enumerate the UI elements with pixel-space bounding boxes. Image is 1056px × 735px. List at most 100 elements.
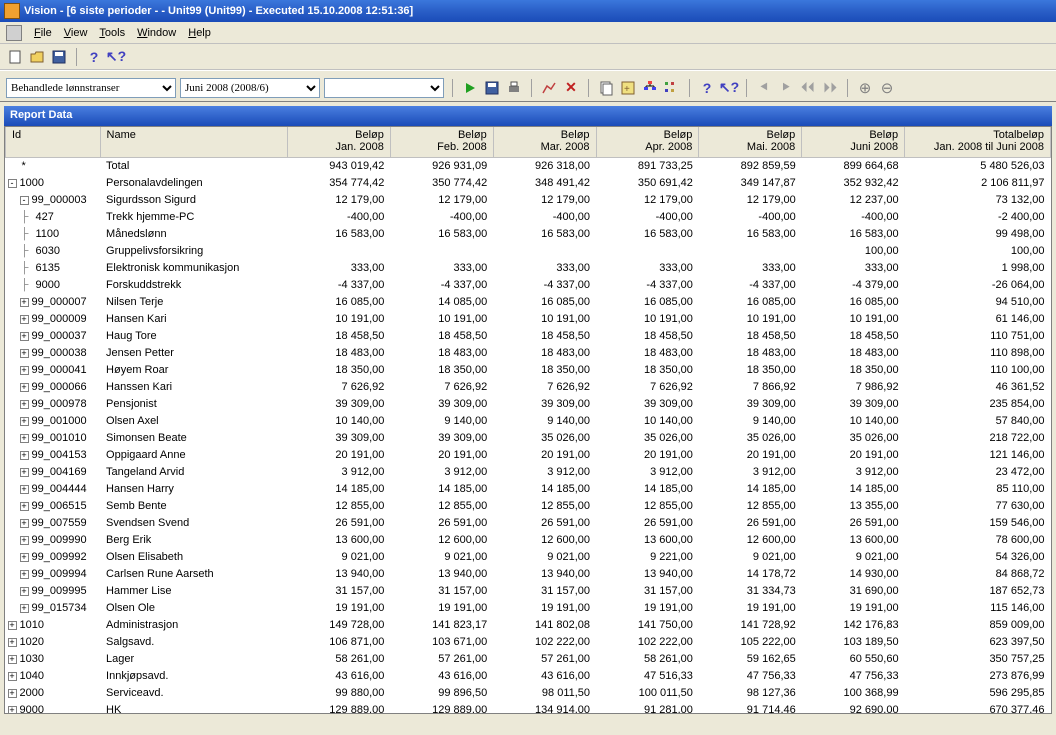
expand-icon[interactable]: + [8,638,17,647]
expand-icon[interactable]: - [8,179,17,188]
table-row[interactable]: +99_000978Pensjonist39 309,0039 309,0039… [6,395,1051,412]
table-row[interactable]: +99_000009Hansen Kari10 191,0010 191,001… [6,310,1051,327]
nav-last-icon[interactable]: ⏵⏵ [821,79,839,97]
table-row[interactable]: +99_001000Olsen Axel10 140,009 140,009 1… [6,412,1051,429]
expand-icon[interactable]: + [8,621,17,630]
table-row[interactable]: +99_004169Tangeland Arvid3 912,003 912,0… [6,463,1051,480]
table-row[interactable]: +1020Salgsavd.106 871,00103 671,00102 22… [6,633,1051,650]
expand-icon[interactable]: + [20,315,29,324]
table-row[interactable]: +99_015734Olsen Ole19 191,0019 191,0019 … [6,599,1051,616]
run-icon[interactable] [461,79,479,97]
table-row[interactable]: +1040Innkjøpsavd.43 616,0043 616,0043 61… [6,667,1051,684]
period-select[interactable]: Juni 2008 (2008/6) [180,78,320,98]
filter-select[interactable] [324,78,444,98]
copy-icon[interactable] [597,79,615,97]
col-mar[interactable]: BeløpMar. 2008 [493,127,596,157]
expand-icon[interactable]: + [8,655,17,664]
col-jun[interactable]: BeløpJuni 2008 [802,127,905,157]
col-jan[interactable]: BeløpJan. 2008 [288,127,391,157]
expand-icon[interactable]: + [20,451,29,460]
zoom-in-icon[interactable]: ⊕ [856,79,874,97]
table-row[interactable]: +9000HK129 889,00129 889,00134 914,0091 … [6,701,1051,714]
expand-icon[interactable]: + [20,349,29,358]
open-icon[interactable] [28,48,46,66]
table-row[interactable]: +2000Serviceavd.99 880,0099 896,5098 011… [6,684,1051,701]
table-row[interactable]: ├6030Gruppelivsforsikring100,00100,00 [6,242,1051,259]
expand-icon[interactable]: + [20,604,29,613]
col-id[interactable]: Id [6,127,101,157]
table-row[interactable]: ├427Trekk hjemme-PC-400,00-400,00-400,00… [6,208,1051,225]
expand-icon[interactable]: + [20,434,29,443]
table-row[interactable]: +99_009990Berg Erik13 600,0012 600,0012 … [6,531,1051,548]
hierarchy-icon[interactable] [641,79,659,97]
table-row[interactable]: -99_000003Sigurdsson Sigurd12 179,0012 1… [6,191,1051,208]
tree-icon[interactable] [663,79,681,97]
col-mai[interactable]: BeløpMai. 2008 [699,127,802,157]
table-row[interactable]: +1030Lager58 261,0057 261,0057 261,0058 … [6,650,1051,667]
save-icon[interactable] [50,48,68,66]
new-icon[interactable] [6,48,24,66]
expand-icon[interactable]: + [20,298,29,307]
menu-window[interactable]: Window [131,25,182,41]
expand-icon[interactable]: + [20,519,29,528]
expand-icon[interactable]: + [8,706,17,715]
table-row[interactable]: +99_009995Hammer Lise31 157,0031 157,003… [6,582,1051,599]
help-icon[interactable]: ? [85,48,103,66]
table-row[interactable]: ├6135Elektronisk kommunikasjon333,00333,… [6,259,1051,276]
context-help2-icon[interactable]: ↖? [720,79,738,97]
expand-icon[interactable]: + [20,570,29,579]
expand-icon[interactable]: + [20,417,29,426]
table-row[interactable]: +99_000066Hanssen Kari7 626,927 626,927 … [6,378,1051,395]
expand-icon[interactable]: + [20,485,29,494]
table-row[interactable]: +99_006515Semb Bente12 855,0012 855,0012… [6,497,1051,514]
menu-help[interactable]: Help [182,25,217,41]
table-row[interactable]: +99_000038Jensen Petter18 483,0018 483,0… [6,344,1051,361]
zoom-out-icon[interactable]: ⊖ [878,79,896,97]
table-row[interactable]: +99_007559Svendsen Svend26 591,0026 591,… [6,514,1051,531]
col-name[interactable]: Name [100,127,287,157]
table-row[interactable]: +99_000037Haug Tore18 458,5018 458,5018 … [6,327,1051,344]
table-row[interactable]: -1000Personalavdelingen354 774,42350 774… [6,174,1051,191]
table-row[interactable]: +99_000041Høyem Roar18 350,0018 350,0018… [6,361,1051,378]
report-grid[interactable]: Id Name BeløpJan. 2008 BeløpFeb. 2008 Be… [4,126,1052,714]
expand-icon[interactable]: + [20,536,29,545]
expand-icon[interactable]: + [20,383,29,392]
nav-prev-icon[interactable]: ⯈ [777,79,795,97]
expand-icon[interactable]: + [20,553,29,562]
table-row[interactable]: +99_000007Nilsen Terje16 085,0014 085,00… [6,293,1051,310]
col-apr[interactable]: BeløpApr. 2008 [596,127,699,157]
expand-icon[interactable]: + [20,468,29,477]
table-row[interactable]: +1010Administrasjon149 728,00141 823,171… [6,616,1051,633]
context-help-icon[interactable]: ↖? [107,48,125,66]
menu-view[interactable]: View [58,25,94,41]
table-row[interactable]: +99_004444Hansen Harry14 185,0014 185,00… [6,480,1051,497]
expand-icon[interactable]: + [20,502,29,511]
nav-next-icon[interactable]: ⏴⏴ [799,79,817,97]
menu-tools[interactable]: Tools [93,25,131,41]
export-icon[interactable]: + [619,79,637,97]
expand-icon[interactable]: + [20,400,29,409]
expand-icon[interactable]: + [20,332,29,341]
table-row[interactable]: ├1100Månedslønn16 583,0016 583,0016 583,… [6,225,1051,242]
col-feb[interactable]: BeløpFeb. 2008 [390,127,493,157]
nav-first-icon[interactable]: ⯇ [755,79,773,97]
table-row[interactable]: +99_001010Simonsen Beate39 309,0039 309,… [6,429,1051,446]
expand-icon[interactable]: + [20,366,29,375]
table-row[interactable]: *Total943 019,42926 931,09926 318,00891 … [6,157,1051,174]
chart-icon[interactable] [540,79,558,97]
expand-icon[interactable]: - [20,196,29,205]
table-row[interactable]: +99_004153Oppigaard Anne20 191,0020 191,… [6,446,1051,463]
delete-icon[interactable]: ✕ [562,79,580,97]
col-total[interactable]: TotalbeløpJan. 2008 til Juni 2008 [905,127,1051,157]
expand-icon[interactable]: + [8,689,17,698]
table-row[interactable]: +99_009992Olsen Elisabeth9 021,009 021,0… [6,548,1051,565]
table-row[interactable]: +99_009994Carlsen Rune Aarseth13 940,001… [6,565,1051,582]
table-row[interactable]: ├9000Forskuddstrekk-4 337,00-4 337,00-4 … [6,276,1051,293]
transaction-type-select[interactable]: Behandlede lønnstranser [6,78,176,98]
menu-file[interactable]: File [28,25,58,41]
save-report-icon[interactable] [483,79,501,97]
print-icon[interactable] [505,79,523,97]
expand-icon[interactable]: + [20,587,29,596]
expand-icon[interactable]: + [8,672,17,681]
help2-icon[interactable]: ? [698,79,716,97]
